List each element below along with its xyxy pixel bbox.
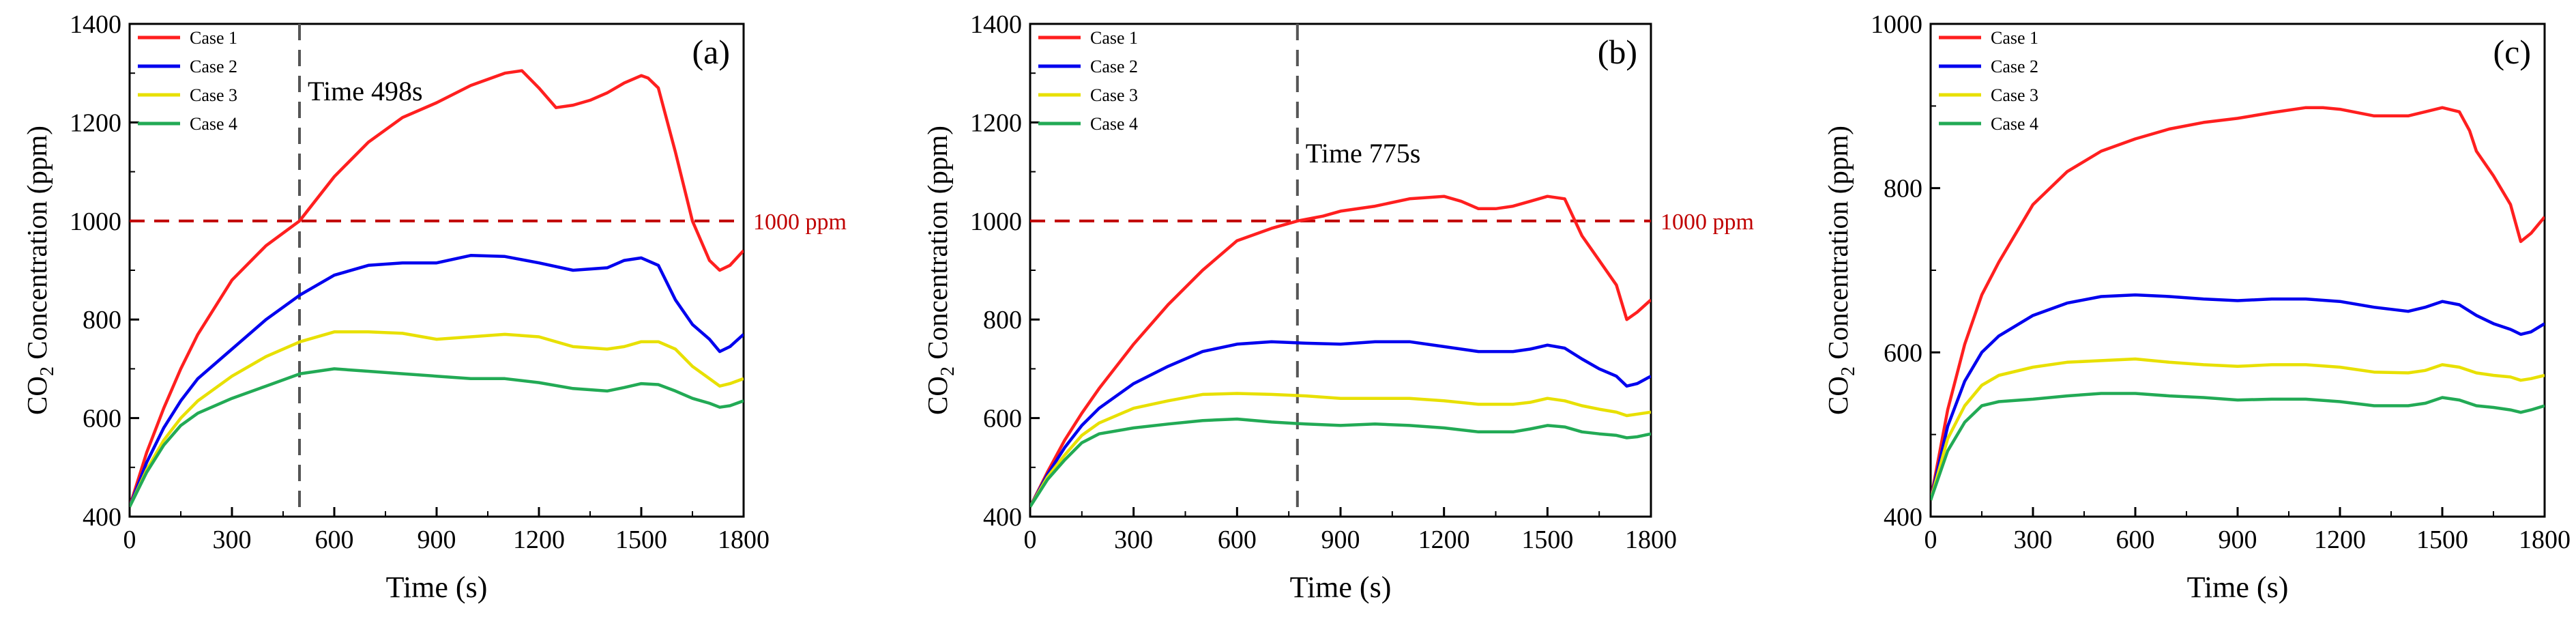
legend-label-case-2: Case 2 — [190, 57, 237, 76]
x-tick-label: 600 — [2116, 526, 2155, 554]
series-line-case-2 — [130, 254, 744, 508]
chart-panel-c: 0 300 600 900 1200 1500 1800 400 600 800 1000 Time … — [1822, 10, 2571, 604]
series-line-case-2 — [1030, 340, 1651, 508]
series-line-case-1 — [1030, 195, 1651, 508]
legend-label-case-4: Case 4 — [1991, 114, 2038, 134]
x-tick-label: 0 — [1924, 526, 1937, 554]
y-axis-label-main: CO — [922, 376, 953, 415]
x-tick-label: 1200 — [2314, 526, 2366, 554]
panel-label: (b) — [1598, 33, 1637, 71]
y-axis-label-rest: Concentration (ppm) — [1822, 126, 1854, 366]
legend: Case 1 Case 2 Case 3 Case 4 — [1038, 28, 1138, 134]
threshold-label: 1000 ppm — [753, 210, 847, 235]
legend-label-case-1: Case 1 — [190, 28, 237, 48]
x-tick-label: 1200 — [1418, 526, 1470, 554]
x-axis-label: Time (s) — [2187, 571, 2289, 604]
x-tick-label: 1800 — [1625, 526, 1677, 554]
y-tick-label: 600 — [1884, 339, 1922, 367]
x-tick-label: 1500 — [615, 526, 667, 554]
x-tick-label: 600 — [315, 526, 354, 554]
legend: Case 1 Case 2 Case 3 Case 4 — [138, 28, 237, 134]
chart-panel-a: 0 300 600 900 1200 1500 1800 400 600 800 1000 1200 1… — [21, 10, 847, 604]
time-marker-label: Time 498s — [308, 76, 423, 106]
x-axis-label: Time (s) — [386, 571, 488, 604]
x-tick-label: 1200 — [513, 526, 565, 554]
series-line-case-2 — [1931, 293, 2545, 501]
legend-label-case-1: Case 1 — [1090, 28, 1138, 48]
y-tick-label: 400 — [983, 503, 1022, 532]
y-axis-label-subscript: 2 — [1838, 366, 1859, 376]
legend-label-case-4: Case 4 — [1090, 114, 1138, 134]
y-axis-label-main: CO — [1822, 376, 1854, 415]
x-axis-label: Time (s) — [1290, 571, 1392, 604]
series-line-case-1 — [1931, 106, 2545, 501]
y-tick-label: 1000 — [970, 207, 1022, 236]
panel-label: (a) — [692, 33, 731, 71]
legend-label-case-1: Case 1 — [1991, 28, 2038, 48]
series-line-case-4 — [1030, 417, 1651, 508]
y-tick-label: 1200 — [70, 109, 121, 137]
y-tick-label: 1400 — [970, 10, 1022, 39]
y-axis-label-rest: Concentration (ppm) — [21, 126, 53, 366]
y-axis-label-rest: Concentration (ppm) — [922, 126, 953, 366]
legend-label-case-3: Case 3 — [190, 85, 237, 105]
y-tick-label: 400 — [83, 503, 121, 532]
legend-label-case-2: Case 2 — [1090, 57, 1138, 76]
series-line-case-3 — [1931, 357, 2545, 501]
y-tick-label: 800 — [83, 306, 121, 334]
legend-label-case-3: Case 3 — [1991, 85, 2038, 105]
threshold-label: 1000 ppm — [1660, 210, 1754, 235]
y-tick-label: 800 — [1884, 175, 1922, 203]
y-axis-label-main: CO — [21, 376, 53, 415]
y-axis-label: CO2 Concentration (ppm) — [21, 126, 58, 415]
series-line-case-3 — [1030, 392, 1651, 508]
x-tick-label: 300 — [213, 526, 252, 554]
y-tick-label: 1200 — [970, 109, 1022, 137]
x-tick-label: 300 — [1114, 526, 1153, 554]
x-tick-label: 300 — [2014, 526, 2053, 554]
y-tick-label: 1400 — [70, 10, 121, 39]
y-axis-label: CO2 Concentration (ppm) — [922, 126, 958, 415]
series-line-case-4 — [1931, 392, 2545, 501]
x-tick-label: 1500 — [1521, 526, 1573, 554]
legend-label-case-2: Case 2 — [1991, 57, 2038, 76]
time-marker-label: Time 775s — [1306, 138, 1421, 169]
series-line-case-4 — [130, 367, 744, 508]
chart-panel-b: 0 300 600 900 1200 1500 1800 400 600 800 1000 1200 1… — [922, 10, 1754, 604]
y-tick-label: 1000 — [1871, 10, 1922, 39]
legend-label-case-4: Case 4 — [190, 114, 237, 134]
y-axis-label: CO2 Concentration (ppm) — [1822, 126, 1859, 415]
x-tick-label: 900 — [1321, 526, 1360, 554]
y-tick-label: 800 — [983, 306, 1022, 334]
x-tick-label: 900 — [418, 526, 456, 554]
y-tick-label: 600 — [83, 405, 121, 433]
x-tick-label: 1800 — [2519, 526, 2571, 554]
legend-label-case-3: Case 3 — [1090, 85, 1138, 105]
legend: Case 1 Case 2 Case 3 Case 4 — [1939, 28, 2038, 134]
y-axis-label-subscript: 2 — [37, 366, 58, 376]
x-tick-label: 1800 — [718, 526, 770, 554]
y-tick-label: 600 — [983, 405, 1022, 433]
y-tick-label: 1000 — [70, 207, 121, 236]
y-tick-label: 400 — [1884, 503, 1922, 532]
x-tick-label: 600 — [1218, 526, 1257, 554]
x-tick-label: 0 — [123, 526, 136, 554]
series-line-case-1 — [130, 69, 744, 508]
series-line-case-3 — [130, 330, 744, 508]
x-tick-label: 1500 — [2416, 526, 2468, 554]
y-axis-label-subscript: 2 — [937, 366, 958, 376]
x-tick-label: 0 — [1024, 526, 1037, 554]
x-tick-label: 900 — [2219, 526, 2257, 554]
panel-label: (c) — [2493, 33, 2532, 71]
